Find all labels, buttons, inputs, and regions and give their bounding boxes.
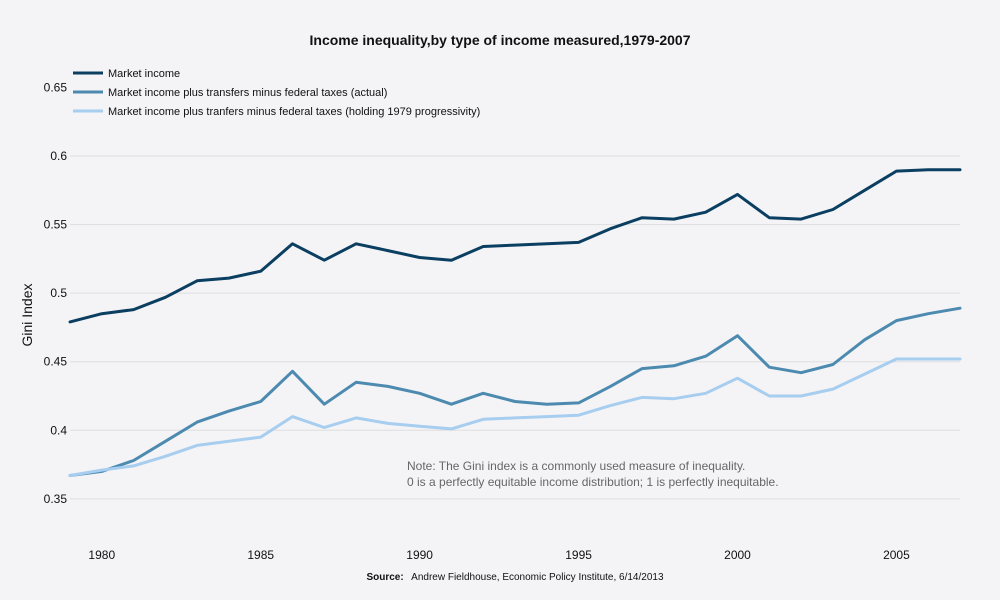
source-text: Andrew Fieldhouse, Economic Policy Insti… xyxy=(411,572,664,583)
y-tick-label: 0.65 xyxy=(44,80,68,94)
legend-label: Market income plus tranfers minus federa… xyxy=(108,106,480,118)
y-tick-label: 0.55 xyxy=(44,218,68,232)
series-line-1 xyxy=(68,168,962,324)
x-tick-label: 2005 xyxy=(883,548,910,562)
y-tick-label: 0.35 xyxy=(44,492,68,506)
source-label: Source: xyxy=(366,572,403,583)
y-axis-title: Gini Index xyxy=(19,283,35,346)
x-tick-label: 1995 xyxy=(565,548,592,562)
legend-label: Market income plus transfers minus feder… xyxy=(108,87,387,99)
y-axis-ticks: 0.35 0.4 0.45 0.5 0.55 0.6 0.65 xyxy=(44,80,68,505)
y-tick-label: 0.5 xyxy=(50,286,67,300)
source-credit: Source: Andrew Fieldhouse, Economic Poli… xyxy=(366,567,663,584)
series-line-3 xyxy=(68,357,962,477)
x-tick-label: 1990 xyxy=(406,548,433,562)
series-lines xyxy=(68,168,962,477)
x-tick-label: 1985 xyxy=(247,548,274,562)
x-tick-label: 2000 xyxy=(724,548,751,562)
y-tick-label: 0.45 xyxy=(44,355,68,369)
x-tick-label: 1980 xyxy=(88,548,115,562)
gridlines xyxy=(70,155,960,500)
legend-label: Market income xyxy=(108,68,180,80)
chart-title: Income inequality,by type of income meas… xyxy=(310,32,691,48)
note-line-2: 0 is a perfectly equitable income distri… xyxy=(407,475,779,489)
y-tick-label: 0.6 xyxy=(50,149,67,163)
note-annotation: Note: The Gini index is a commonly used … xyxy=(407,459,779,489)
series-line-2 xyxy=(68,306,962,477)
x-axis-ticks: 1980 1985 1990 1995 2000 2005 xyxy=(88,548,910,562)
legend: Market income Market income plus transfer… xyxy=(73,68,480,118)
y-tick-label: 0.4 xyxy=(50,423,67,437)
note-line-1: Note: The Gini index is a commonly used … xyxy=(407,459,745,473)
